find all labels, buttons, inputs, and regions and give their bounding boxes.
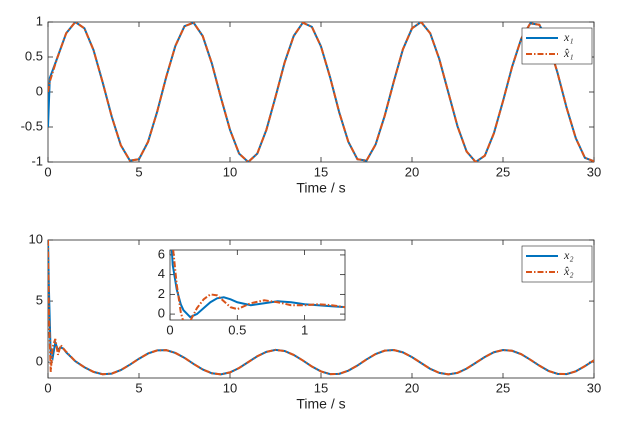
- series-line: [170, 250, 345, 319]
- x-tick-label: 15: [314, 164, 328, 179]
- series-line: [48, 22, 594, 162]
- y-tick-label: 5: [36, 292, 43, 307]
- plot-area: [169, 249, 346, 321]
- y-tick-label: 4: [158, 266, 165, 281]
- axes: 0 0.5 1 0 2 4 6: [158, 246, 346, 337]
- x-tick-label: 0.5: [228, 322, 246, 337]
- x-tick-label: 30: [587, 164, 601, 179]
- x-tick-label: 0: [44, 164, 51, 179]
- y-tick-label: 0: [158, 306, 165, 321]
- x-tick-label: 20: [405, 164, 419, 179]
- y-tick-label: 10: [29, 231, 43, 246]
- x-tick-label: 0: [166, 322, 173, 337]
- legend-label: x₂: [563, 248, 574, 262]
- y-tick-label: 1: [36, 13, 43, 28]
- x-axis-label: Time / s: [296, 396, 345, 412]
- x-tick-label: 20: [405, 380, 419, 395]
- axes: 0 5 10 15 20 25 30 -1 -0.5 0 0.5 1 Time / s x₁ x̂₁: [21, 13, 602, 195]
- series-group: [48, 240, 594, 376]
- legend-box: [521, 245, 593, 283]
- y-tick-label: 0: [36, 354, 43, 369]
- legend-label: x̂₂: [563, 264, 574, 278]
- x-tick-label: 1: [301, 322, 308, 337]
- series-line: [172, 250, 345, 320]
- y-tick-label: -1: [31, 153, 43, 168]
- series-group: [170, 250, 345, 320]
- x-tick-label: 10: [223, 380, 237, 395]
- x-tick-label: 5: [135, 164, 142, 179]
- y-tick-label: 0: [36, 83, 43, 98]
- x-tick-label: 0: [44, 380, 51, 395]
- x-tick-label: 15: [314, 380, 328, 395]
- series-line: [48, 240, 594, 376]
- x-tick-label: 25: [496, 164, 510, 179]
- x-axis-label: Time / s: [296, 180, 345, 196]
- y-tick-label: 0.5: [25, 48, 43, 63]
- x-tick-label: 5: [135, 380, 142, 395]
- x-tick-label: 30: [587, 380, 601, 395]
- y-tick-label: 6: [158, 246, 165, 261]
- x-tick-label: 10: [223, 164, 237, 179]
- legend-box: [521, 27, 593, 65]
- series-group: [48, 22, 594, 162]
- plot-area: [47, 21, 595, 163]
- y-tick-label: -0.5: [21, 118, 43, 133]
- x-tick-label: 25: [496, 380, 510, 395]
- legend-label: x̂₁: [563, 46, 574, 60]
- legend-label: x₁: [563, 30, 574, 44]
- y-tick-label: 2: [158, 286, 165, 301]
